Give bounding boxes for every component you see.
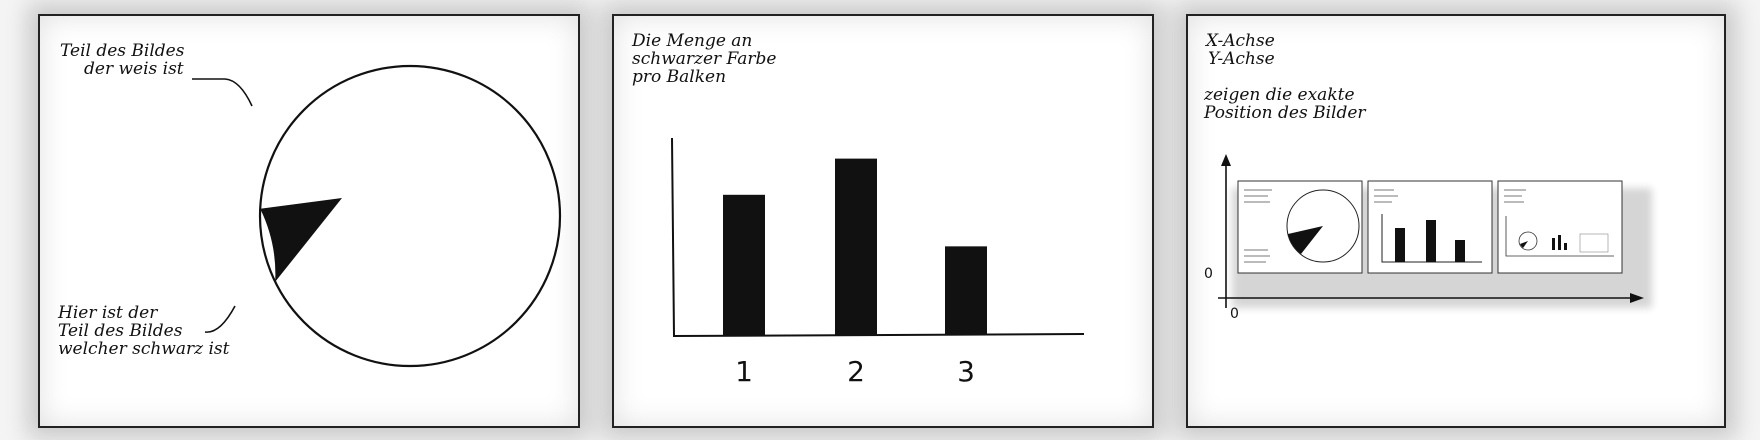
bar-chart-svg: 1 2 3	[671, 137, 1085, 388]
x-tick-label: 3	[957, 355, 975, 388]
thumbnail-position	[1497, 180, 1623, 274]
x-axis-label: X-Achse	[1206, 31, 1275, 51]
black-part-label-line: Teil des Bildes	[58, 321, 183, 341]
pie-black-slice	[260, 198, 342, 282]
position-caption-line: zeigen die exakte	[1204, 85, 1355, 105]
y-axis-arrow-icon	[1221, 154, 1231, 166]
leader-line-white	[192, 78, 253, 107]
x-origin-label: 0	[1230, 306, 1239, 322]
white-part-label-line: Teil des Bildes	[60, 41, 185, 61]
thumbnail-bars	[1367, 180, 1493, 274]
bar-chart-title: Die Menge an schwarzer Farbe pro Balken	[632, 32, 776, 86]
bar-1	[723, 194, 765, 335]
thumbnail-position-axes	[1505, 216, 1614, 257]
position-caption: zeigen die exakte Position des Bilder	[1204, 86, 1366, 122]
x-axis-arrow-icon	[1630, 293, 1644, 303]
black-part-label-line: Hier ist der	[58, 303, 158, 323]
thumbnail-mini-frame	[1579, 233, 1609, 253]
bar-chart-title-line: Die Menge an	[632, 31, 753, 51]
black-part-label: Hier ist der Teil des Bildes welcher sch…	[58, 304, 229, 358]
axis-legend: X-Achse Y-Achse	[1206, 32, 1275, 68]
white-part-label-line: der weis ist	[84, 59, 184, 79]
bar-chart-title-line: pro Balken	[632, 67, 727, 87]
thumbnail-mini-bar	[1564, 243, 1567, 250]
thumbnail-position-frame	[1497, 180, 1623, 274]
thumbnail-mini-bar	[1558, 235, 1561, 250]
pie-chart-drawing	[192, 64, 562, 368]
x-tick-label: 1	[735, 355, 753, 388]
thumbnail-bar	[1395, 228, 1405, 262]
thumbnail-pie	[1237, 180, 1363, 274]
bar-chart-title-line: schwarzer Farbe	[632, 49, 777, 69]
panel-bar-chart: Die Menge an schwarzer Farbe pro Balken …	[612, 14, 1154, 428]
bar-3	[945, 246, 987, 335]
leader-line-black	[204, 305, 236, 333]
thumbnail-mini-bar	[1552, 238, 1555, 250]
thumbnail-pie-slice	[1288, 226, 1323, 254]
thumbnail-bar	[1455, 240, 1465, 262]
pie-circle	[258, 64, 562, 368]
y-origin-label: 0	[1204, 266, 1213, 282]
position-drawing: 0 0	[1204, 154, 1652, 322]
thumbnail-mini-slice	[1520, 241, 1528, 248]
black-part-label-line: welcher schwarz ist	[58, 339, 230, 359]
thumbnail-bar	[1426, 220, 1436, 262]
bar-2	[835, 158, 877, 335]
panel-position-chart: X-Achse Y-Achse zeigen die exakte Positi…	[1186, 14, 1726, 428]
y-axis-label: Y-Achse	[1208, 49, 1275, 69]
position-caption-line: Position des Bilder	[1204, 103, 1366, 123]
panel-pie-chart: Teil des Bildes der weis ist Hier ist de…	[38, 14, 580, 428]
white-part-label: Teil des Bildes der weis ist	[60, 42, 184, 78]
thumbnail-bars-axes	[1381, 214, 1482, 263]
x-tick-label: 2	[847, 355, 865, 388]
